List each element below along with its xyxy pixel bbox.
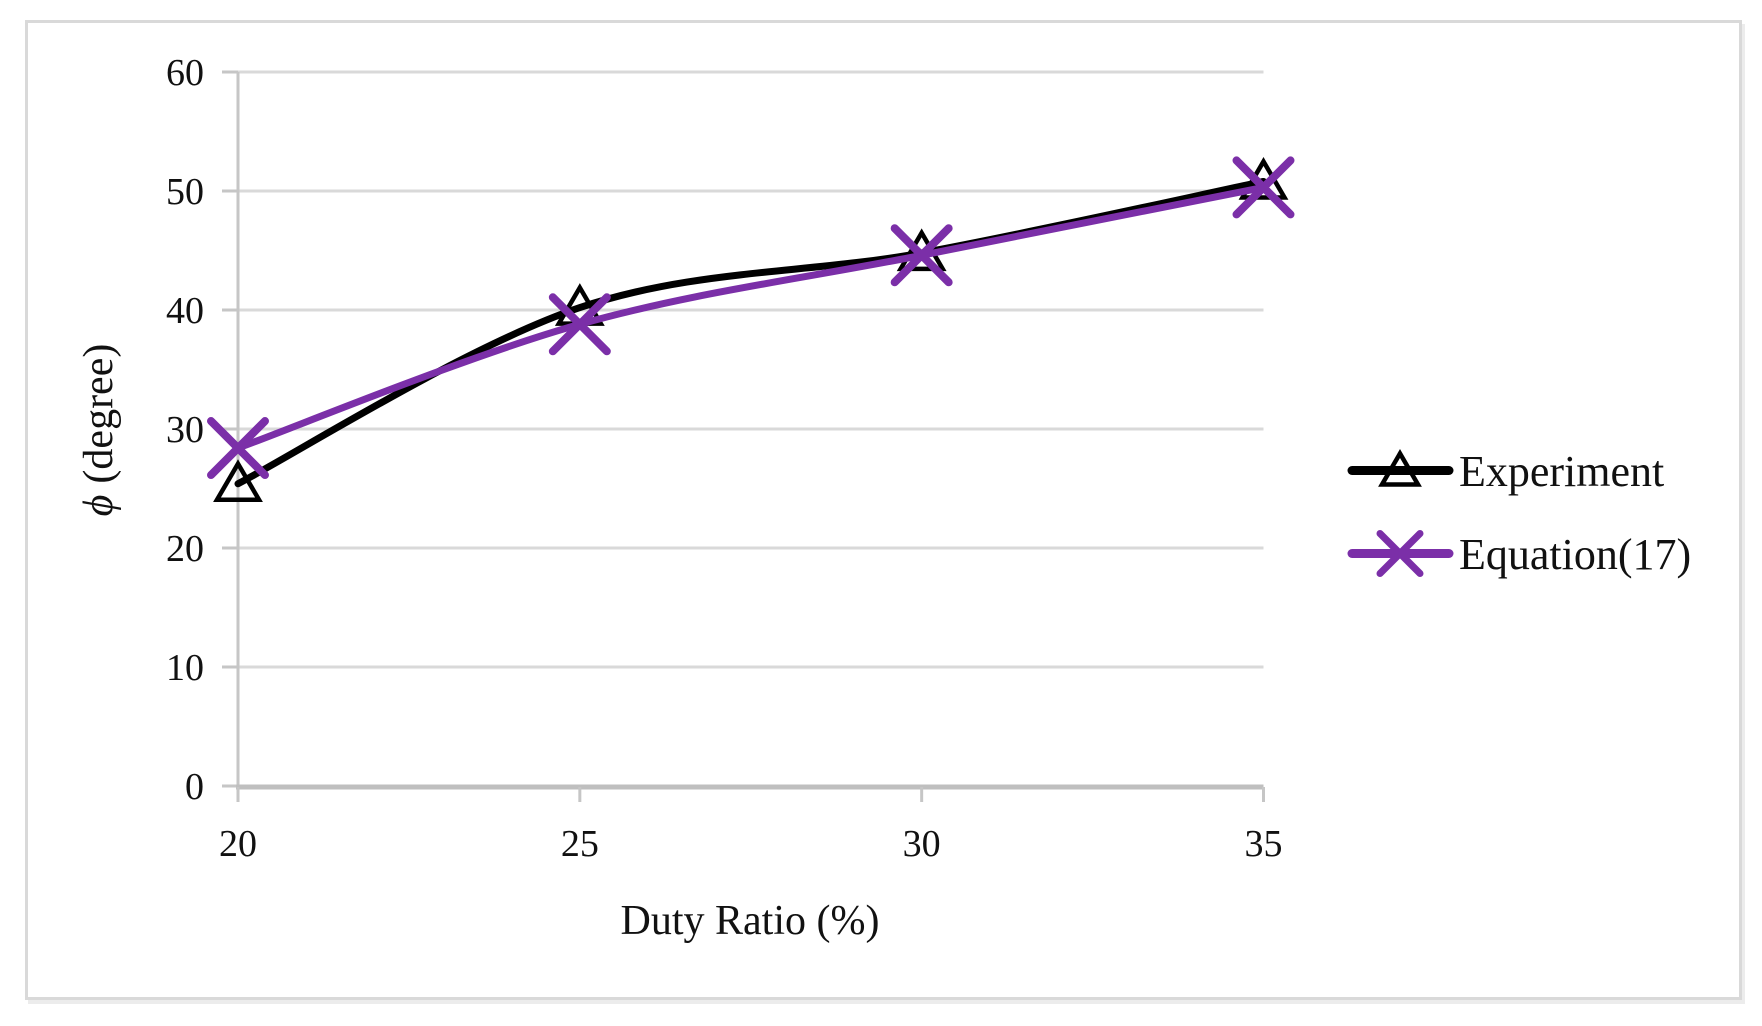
triangle-marker-icon-experiment (213, 459, 263, 502)
x-marker-icon-equation-17 (890, 224, 953, 287)
legend-label-experiment: Experiment (1459, 447, 1664, 496)
gridlines (238, 70, 1264, 788)
y-tick-label: 40 (166, 290, 204, 332)
data-series (207, 156, 1295, 502)
chart-frame (25, 20, 1742, 1000)
y-tick-label: 50 (166, 171, 204, 213)
phi-symbol: ϕ (76, 495, 122, 517)
series-line-equation-17 (234, 183, 1267, 452)
y-axis-title: ϕ (degree) (76, 344, 122, 517)
x-tick-label: 20 (219, 823, 257, 865)
series-line-experiment (234, 177, 1267, 488)
x-axis-title: Duty Ratio (%) (621, 898, 880, 944)
x-marker-icon-equation-17 (207, 417, 269, 480)
x-tick-label: 30 (903, 823, 941, 865)
y-tick-label: 60 (166, 52, 204, 94)
x-marker-icon-legend-equation-17 (1376, 530, 1424, 577)
legend-swatches (1347, 449, 1454, 577)
y-tick-label: 20 (166, 528, 204, 570)
x-tick-label: 35 (1245, 823, 1283, 865)
y-axis-title-unit: (degree) (76, 344, 122, 484)
legend-label-equation-17: Equation(17) (1459, 530, 1691, 579)
legend: Experiment Equation(17) (1347, 447, 1691, 579)
x-tick-label: 25 (561, 823, 599, 865)
x-marker-icon-equation-17 (548, 293, 611, 356)
y-tick-label: 10 (166, 647, 204, 689)
y-tick-label: 30 (166, 409, 204, 451)
axes (222, 70, 1265, 802)
y-tick-label: 0 (185, 766, 204, 808)
x-marker-icon-equation-17 (1232, 156, 1295, 219)
tick-labels: 0 10 20 30 40 50 60 20 25 30 35 (166, 52, 1283, 865)
triangle-marker-icon-legend-experiment (1378, 449, 1422, 487)
